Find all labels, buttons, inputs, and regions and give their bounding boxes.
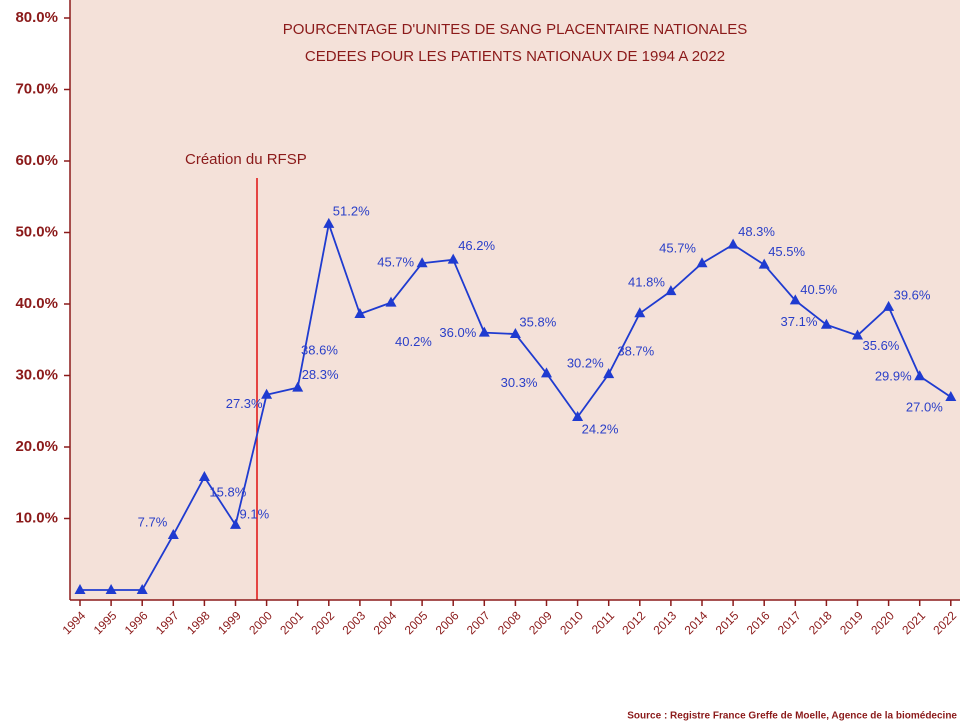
x-tick-label: 2019 xyxy=(837,608,866,637)
data-point xyxy=(945,390,957,401)
data-label: 24.2% xyxy=(582,421,619,436)
data-label: 27.0% xyxy=(906,399,943,414)
data-point xyxy=(167,528,179,539)
data-point xyxy=(292,381,304,392)
data-point xyxy=(136,584,148,594)
chart-title: CEDEES POUR LES PATIENTS NATIONAUX DE 19… xyxy=(305,48,725,65)
data-label: 41.8% xyxy=(628,275,665,290)
data-point xyxy=(852,329,863,340)
source-note: Source : Registre France Greffe de Moell… xyxy=(627,711,957,722)
x-tick-label: 2009 xyxy=(526,608,555,637)
data-label: 46.2% xyxy=(458,238,495,253)
data-label: 39.6% xyxy=(894,287,931,302)
annotation: Création du RFSP xyxy=(185,151,307,168)
x-tick-label: 2014 xyxy=(682,608,711,637)
data-point xyxy=(665,285,677,296)
data-point xyxy=(696,257,708,268)
x-tick-label: 2005 xyxy=(402,608,431,637)
data-label: 7.7% xyxy=(138,514,168,529)
data-point xyxy=(198,471,210,482)
data-point xyxy=(385,296,397,307)
data-point xyxy=(74,584,86,594)
x-tick-label: 2013 xyxy=(650,608,679,637)
x-tick-label: 2008 xyxy=(495,608,524,637)
x-tick-label: 2018 xyxy=(806,608,835,637)
data-label: 35.8% xyxy=(519,314,556,329)
data-point xyxy=(634,307,646,318)
x-tick-label: 2017 xyxy=(775,608,804,637)
data-point xyxy=(447,253,459,264)
data-point xyxy=(478,326,490,337)
data-label: 48.3% xyxy=(738,224,775,239)
x-tick-label: 2003 xyxy=(339,608,368,637)
y-tick-label: 10.0% xyxy=(15,509,58,526)
chart-title: POURCENTAGE D'UNITES DE SANG PLACENTAIRE… xyxy=(283,21,748,38)
data-label: 51.2% xyxy=(333,203,370,218)
data-label: 38.6% xyxy=(301,342,338,357)
plot-background xyxy=(70,0,960,600)
data-point xyxy=(261,388,273,399)
x-tick-label: 2022 xyxy=(930,608,959,637)
data-point xyxy=(509,328,521,339)
y-tick-label: 30.0% xyxy=(15,366,58,383)
data-point xyxy=(230,518,241,529)
x-tick-label: 2015 xyxy=(713,608,742,637)
data-label: 35.6% xyxy=(863,338,900,353)
y-tick-label: 70.0% xyxy=(15,80,58,97)
x-tick-label: 2020 xyxy=(868,608,897,637)
x-tick-label: 1996 xyxy=(122,608,151,637)
x-tick-label: 2000 xyxy=(246,608,275,637)
data-point xyxy=(416,257,428,268)
x-tick-label: 1994 xyxy=(60,608,89,637)
data-label: 38.7% xyxy=(617,344,654,359)
data-label: 27.3% xyxy=(226,396,263,411)
data-point xyxy=(789,294,801,305)
x-tick-label: 1998 xyxy=(184,608,213,637)
x-tick-label: 2011 xyxy=(589,608,617,636)
data-label: 30.2% xyxy=(567,356,604,371)
data-point xyxy=(883,300,895,311)
data-label: 15.8% xyxy=(209,484,246,499)
data-point xyxy=(323,217,335,228)
data-label: 36.0% xyxy=(439,325,476,340)
data-label: 45.7% xyxy=(659,241,696,256)
data-label: 28.3% xyxy=(302,367,339,382)
x-tick-label: 1995 xyxy=(91,608,120,637)
x-tick-label: 2001 xyxy=(277,608,306,637)
x-tick-label: 2006 xyxy=(433,608,462,637)
data-point xyxy=(105,584,117,594)
data-label: 40.2% xyxy=(395,334,432,349)
data-point xyxy=(820,318,832,329)
data-point xyxy=(727,238,739,249)
x-tick-label: 1997 xyxy=(153,608,182,637)
data-point xyxy=(914,370,926,381)
y-tick-label: 60.0% xyxy=(15,152,58,169)
data-label: 30.3% xyxy=(501,375,538,390)
data-label: 37.1% xyxy=(781,314,818,329)
data-point xyxy=(541,367,552,378)
x-tick-label: 2016 xyxy=(744,608,773,637)
x-tick-label: 2007 xyxy=(464,608,493,637)
y-tick-label: 50.0% xyxy=(15,223,58,240)
data-point xyxy=(572,410,584,421)
x-tick-label: 2002 xyxy=(308,608,337,637)
x-tick-label: 2004 xyxy=(371,608,400,637)
data-label: 40.5% xyxy=(800,282,837,297)
data-point xyxy=(758,258,770,269)
x-tick-label: 2012 xyxy=(619,608,648,637)
x-tick-label: 2010 xyxy=(557,608,586,637)
y-tick-label: 40.0% xyxy=(15,295,58,312)
x-tick-label: 1999 xyxy=(215,608,244,637)
y-tick-label: 80.0% xyxy=(15,9,58,26)
data-label: 9.1% xyxy=(240,506,270,521)
data-point xyxy=(354,308,366,319)
data-label: 29.9% xyxy=(875,369,912,384)
x-tick-label: 2021 xyxy=(899,608,928,637)
data-label: 45.5% xyxy=(768,244,805,259)
data-label: 45.7% xyxy=(377,255,414,270)
data-point xyxy=(603,368,615,379)
y-tick-label: 20.0% xyxy=(15,438,58,455)
